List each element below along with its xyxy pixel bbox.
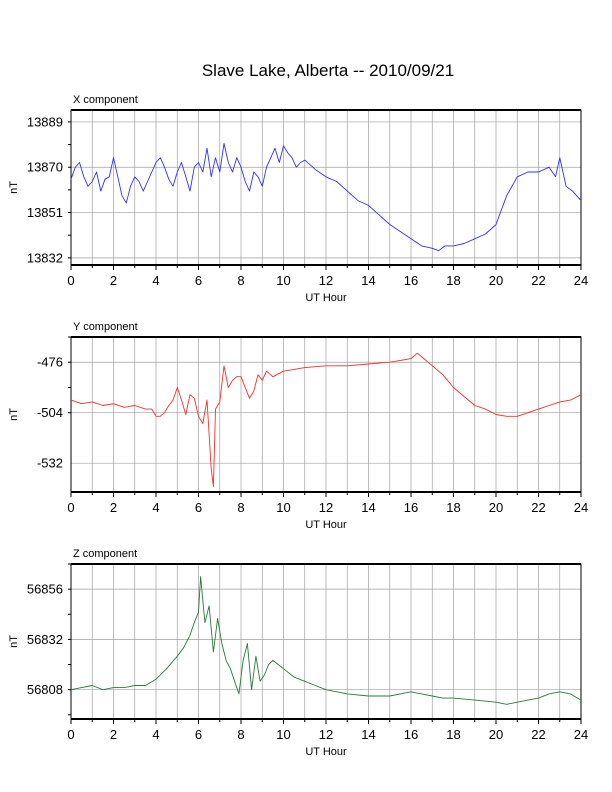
x-tick-label: 22	[531, 500, 545, 515]
x-tick-label: 6	[195, 500, 202, 515]
y-tick-label: -532	[37, 456, 63, 471]
x-tick-label: 8	[237, 273, 244, 288]
x-tick-label: 10	[276, 727, 290, 742]
x-tick-label: 14	[361, 727, 375, 742]
x-tick-label: 12	[319, 273, 333, 288]
panel-title: Y component	[73, 321, 138, 333]
y-tick-label: 13889	[27, 114, 63, 129]
x-tick-label: 20	[489, 727, 503, 742]
y-tick-label: 13832	[27, 250, 63, 265]
x-tick-label: 10	[276, 500, 290, 515]
z-component-series-line	[70, 576, 582, 705]
x-axis-label: UT Hour	[305, 292, 347, 304]
y-tick-label: 56856	[27, 582, 63, 597]
x-tick-label: 18	[446, 727, 460, 742]
x-component-series-line	[70, 142, 582, 252]
x-axis-label: UT Hour	[305, 746, 347, 758]
x-tick-label: 16	[404, 500, 418, 515]
y-tick-label: -504	[37, 405, 63, 420]
x-tick-label: 2	[110, 500, 117, 515]
x-tick-label: 4	[152, 500, 159, 515]
y-axis-label: nT	[8, 635, 20, 648]
y-tick-label: 13870	[27, 160, 63, 175]
x-tick-label: 0	[67, 273, 74, 288]
x-tick-label: 6	[195, 727, 202, 742]
y-tick-label: -476	[37, 355, 63, 370]
x-tick-label: 20	[489, 273, 503, 288]
x-tick-label: 12	[319, 500, 333, 515]
y-axis-label: nT	[8, 181, 20, 194]
y-axis-label: nT	[8, 408, 20, 421]
x-tick-label: 14	[361, 500, 375, 515]
x-tick-label: 0	[67, 500, 74, 515]
x-tick-label: 2	[110, 273, 117, 288]
panel-title: X component	[73, 94, 138, 106]
x-tick-label: 8	[237, 727, 244, 742]
x-tick-label: 22	[531, 727, 545, 742]
x-tick-label: 24	[574, 273, 588, 288]
x-tick-label: 18	[446, 500, 460, 515]
x-tick-label: 4	[152, 727, 159, 742]
y-tick-label: 56832	[27, 632, 63, 647]
x-tick-label: 10	[276, 273, 290, 288]
x-tick-label: 6	[195, 273, 202, 288]
page-title: Slave Lake, Alberta -- 2010/09/21	[202, 61, 454, 80]
x-tick-label: 2	[110, 727, 117, 742]
x-axis-label: UT Hour	[305, 519, 347, 531]
x-tick-label: 16	[404, 727, 418, 742]
x-tick-label: 22	[531, 273, 545, 288]
x-tick-label: 18	[446, 273, 460, 288]
x-tick-label: 16	[404, 273, 418, 288]
x-tick-label: 0	[67, 727, 74, 742]
y-tick-label: 13851	[27, 205, 63, 220]
x-tick-label: 24	[574, 727, 588, 742]
x-tick-label: 24	[574, 500, 588, 515]
y-tick-label: 56808	[27, 682, 63, 697]
x-tick-label: 4	[152, 273, 159, 288]
x-tick-label: 20	[489, 500, 503, 515]
x-component-panel: 0 2 4 6 8 10 12 14 16 18 20 22 241383213851138701388…	[8, 94, 588, 304]
panel-title: Z component	[73, 548, 137, 560]
x-tick-label: 8	[237, 500, 244, 515]
x-tick-label: 14	[361, 273, 375, 288]
y-component-series-line	[70, 352, 582, 488]
x-tick-label: 12	[319, 727, 333, 742]
